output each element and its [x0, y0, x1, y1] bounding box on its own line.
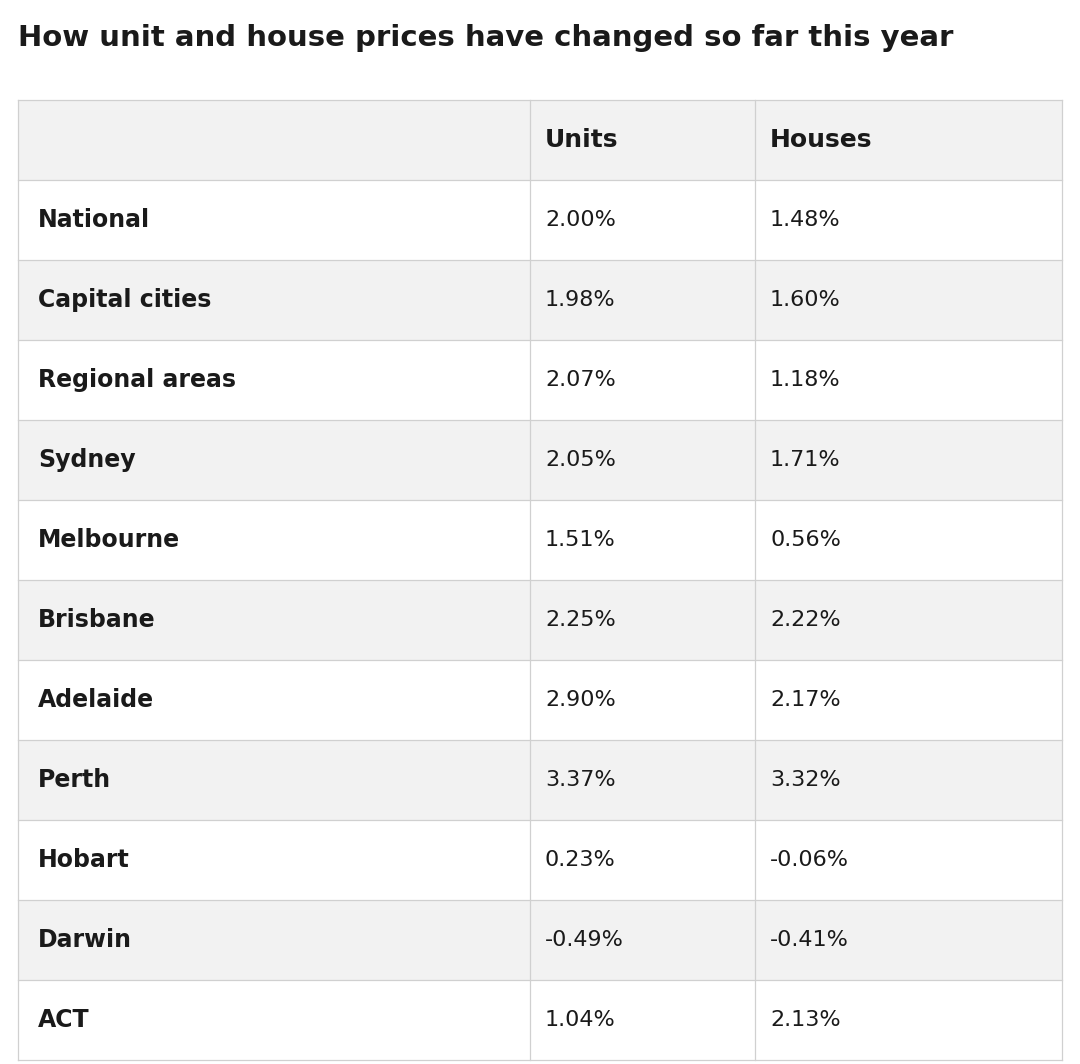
- Text: 1.51%: 1.51%: [545, 530, 616, 550]
- Bar: [18, 100, 1062, 180]
- Text: 2.22%: 2.22%: [770, 610, 840, 630]
- Text: 2.13%: 2.13%: [770, 1010, 840, 1030]
- Text: 2.17%: 2.17%: [770, 689, 840, 710]
- Text: ACT: ACT: [38, 1008, 90, 1032]
- Text: -0.49%: -0.49%: [545, 930, 624, 950]
- Bar: [18, 420, 1062, 500]
- Bar: [18, 820, 1062, 900]
- Text: Darwin: Darwin: [38, 928, 132, 952]
- Text: 0.23%: 0.23%: [545, 850, 616, 870]
- Text: 1.98%: 1.98%: [545, 290, 616, 310]
- Text: Hobart: Hobart: [38, 848, 130, 872]
- Bar: [18, 739, 1062, 820]
- Text: 2.05%: 2.05%: [545, 450, 616, 470]
- Bar: [18, 660, 1062, 739]
- Bar: [18, 260, 1062, 340]
- Bar: [18, 500, 1062, 580]
- Bar: [18, 900, 1062, 980]
- Text: Sydney: Sydney: [38, 448, 136, 472]
- Text: Melbourne: Melbourne: [38, 528, 180, 552]
- Text: Houses: Houses: [770, 128, 873, 152]
- Bar: [18, 180, 1062, 260]
- Text: 1.48%: 1.48%: [770, 210, 840, 230]
- Text: Units: Units: [545, 128, 619, 152]
- Bar: [18, 980, 1062, 1060]
- Text: 2.25%: 2.25%: [545, 610, 616, 630]
- Text: Capital cities: Capital cities: [38, 288, 212, 312]
- Text: 2.90%: 2.90%: [545, 689, 616, 710]
- Text: Regional areas: Regional areas: [38, 368, 237, 392]
- Text: -0.06%: -0.06%: [770, 850, 849, 870]
- Text: 1.60%: 1.60%: [770, 290, 840, 310]
- Text: 2.00%: 2.00%: [545, 210, 616, 230]
- Text: 1.71%: 1.71%: [770, 450, 840, 470]
- Text: Perth: Perth: [38, 768, 111, 792]
- Text: How unit and house prices have changed so far this year: How unit and house prices have changed s…: [18, 24, 954, 52]
- Text: 1.18%: 1.18%: [770, 370, 840, 390]
- Text: National: National: [38, 207, 150, 232]
- Text: -0.41%: -0.41%: [770, 930, 849, 950]
- Text: 0.56%: 0.56%: [770, 530, 841, 550]
- Text: 2.07%: 2.07%: [545, 370, 616, 390]
- Text: Brisbane: Brisbane: [38, 608, 156, 632]
- Bar: [18, 340, 1062, 420]
- Bar: [18, 580, 1062, 660]
- Text: 3.32%: 3.32%: [770, 770, 840, 789]
- Text: Adelaide: Adelaide: [38, 688, 154, 712]
- Text: 1.04%: 1.04%: [545, 1010, 616, 1030]
- Text: 3.37%: 3.37%: [545, 770, 616, 789]
